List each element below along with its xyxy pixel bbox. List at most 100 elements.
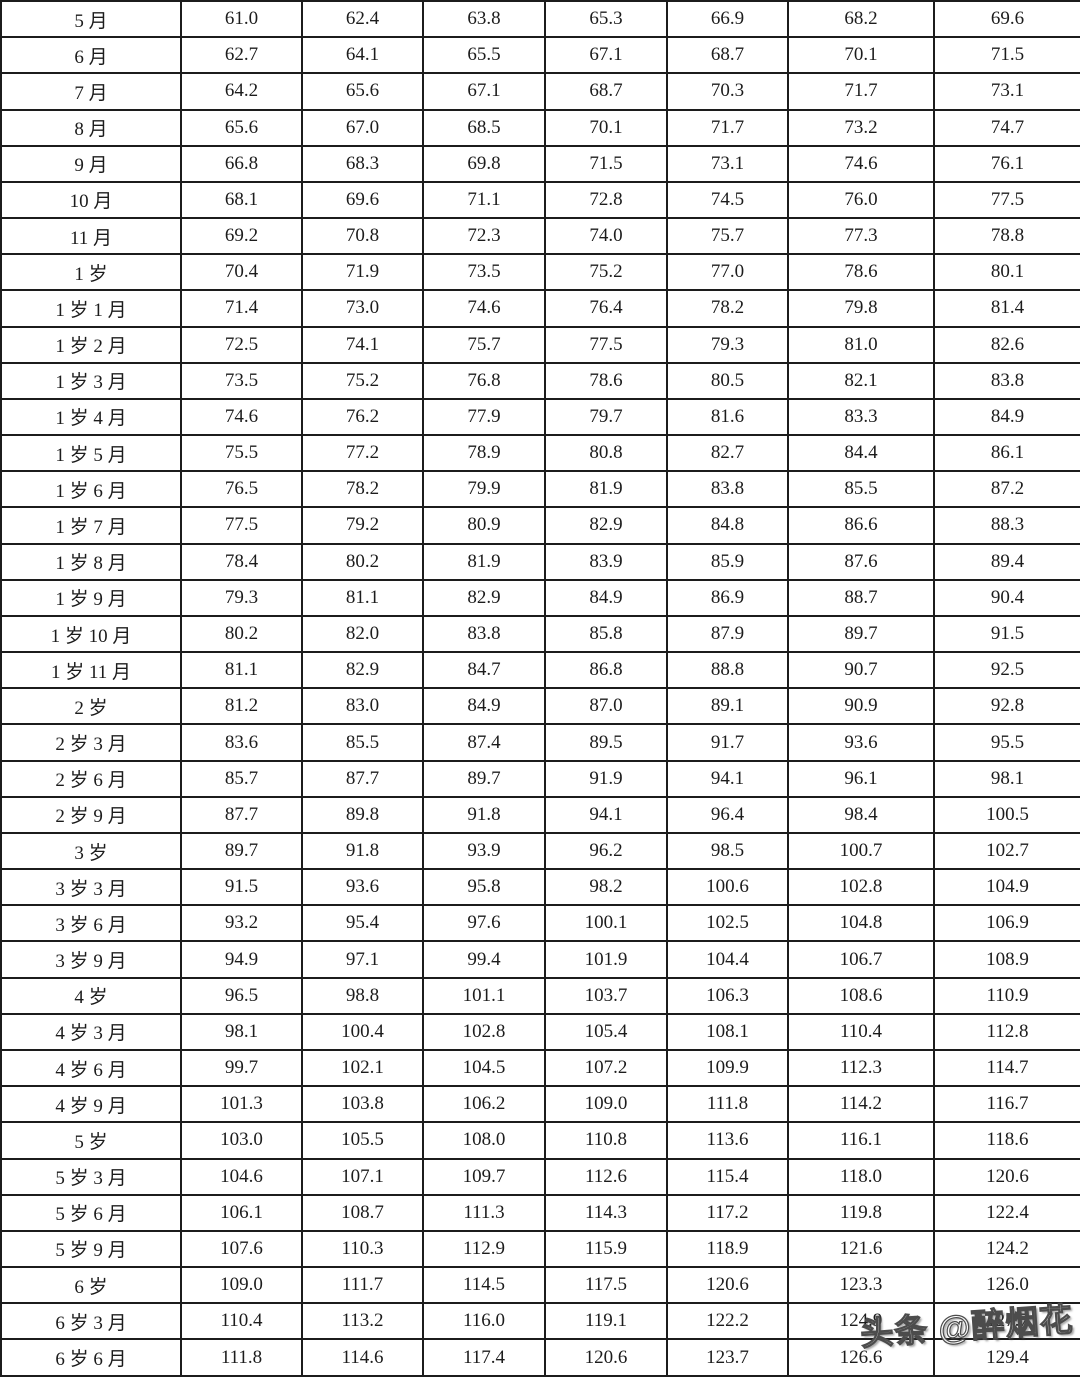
value-cell: 109.7 bbox=[422, 1157, 546, 1196]
value-cell: 117.2 bbox=[666, 1193, 789, 1232]
age-label-cell: 7 月 bbox=[0, 72, 182, 111]
value-cell: 93.2 bbox=[180, 904, 303, 943]
value-cell: 77.5 bbox=[544, 325, 668, 364]
value-cell: 96.5 bbox=[180, 976, 303, 1015]
age-label-cell: 1 岁 9 月 bbox=[0, 578, 182, 617]
value-cell: 69.6 bbox=[301, 180, 424, 220]
value-cell: 79.3 bbox=[666, 325, 789, 364]
table-row: 5 岁 103.0 105.5 108.0 110.8 113.6 116.1 118.6 bbox=[0, 1121, 1080, 1160]
value-cell: 93.6 bbox=[787, 723, 935, 762]
value-cell: 73.2 bbox=[787, 108, 935, 147]
value-cell: 101.1 bbox=[422, 976, 546, 1015]
value-cell: 89.8 bbox=[301, 795, 424, 834]
value-cell: 124.2 bbox=[933, 1229, 1080, 1269]
value-cell: 84.7 bbox=[422, 651, 546, 690]
value-cell: 108.1 bbox=[666, 1012, 789, 1051]
age-label-cell: 1 岁 3 月 bbox=[0, 361, 182, 400]
value-cell: 67.1 bbox=[544, 36, 668, 75]
table-row: 3 岁 89.7 91.8 93.9 96.2 98.5 100.7 102.7 bbox=[0, 831, 1080, 871]
table-row: 5 岁 3 月 104.6 107.1 109.7 112.6 115.4 118.0 120… bbox=[0, 1157, 1080, 1196]
value-cell: 76.4 bbox=[544, 289, 668, 328]
value-cell: 110.8 bbox=[544, 1121, 668, 1160]
value-cell: 72.3 bbox=[422, 217, 546, 256]
table-row: 1 岁 9 月 79.3 81.1 82.9 84.9 86.9 88.7 90.4 bbox=[0, 578, 1080, 617]
value-cell: 95.8 bbox=[422, 868, 546, 907]
value-cell: 108.9 bbox=[933, 940, 1080, 979]
value-cell: 91.9 bbox=[544, 759, 668, 798]
value-cell: 69.6 bbox=[933, 0, 1080, 39]
value-cell: 76.2 bbox=[301, 397, 424, 437]
value-cell: 114.5 bbox=[422, 1266, 546, 1305]
value-cell: 121.6 bbox=[787, 1229, 935, 1269]
value-cell: 77.3 bbox=[787, 217, 935, 256]
value-cell: 64.1 bbox=[301, 36, 424, 75]
table-row: 10 月 68.1 69.6 71.1 72.8 74.5 76.0 77.5 bbox=[0, 180, 1080, 220]
table-row: 1 岁 4 月 74.6 76.2 77.9 79.7 81.6 83.3 84.9 bbox=[0, 397, 1080, 437]
value-cell: 97.6 bbox=[422, 904, 546, 943]
value-cell: 105.5 bbox=[301, 1121, 424, 1160]
value-cell: 68.1 bbox=[180, 180, 303, 220]
table-row: 1 岁 8 月 78.4 80.2 81.9 83.9 85.9 87.6 89.4 bbox=[0, 542, 1080, 581]
value-cell: 87.9 bbox=[666, 614, 789, 654]
value-cell: 64.2 bbox=[180, 72, 303, 111]
table-row: 2 岁 3 月 83.6 85.5 87.4 89.5 91.7 93.6 95.5 bbox=[0, 723, 1080, 762]
value-cell: 80.5 bbox=[666, 361, 789, 400]
value-cell: 126.6 bbox=[787, 1338, 935, 1377]
value-cell: 78.6 bbox=[787, 253, 935, 292]
value-cell: 113.2 bbox=[301, 1302, 424, 1341]
value-cell: 104.8 bbox=[787, 904, 935, 943]
value-cell: 76.0 bbox=[787, 180, 935, 220]
value-cell: 115.4 bbox=[666, 1157, 789, 1196]
value-cell: 88.8 bbox=[666, 651, 789, 690]
value-cell: 75.2 bbox=[301, 361, 424, 400]
table-row: 5 岁 9 月 107.6 110.3 112.9 115.9 118.9 121.6 124… bbox=[0, 1229, 1080, 1269]
value-cell: 82.9 bbox=[301, 651, 424, 690]
value-cell: 70.1 bbox=[544, 108, 668, 147]
value-cell: 111.7 bbox=[301, 1266, 424, 1305]
value-cell: 108.6 bbox=[787, 976, 935, 1015]
value-cell: 91.8 bbox=[422, 795, 546, 834]
value-cell: 84.9 bbox=[544, 578, 668, 617]
value-cell: 100.6 bbox=[666, 868, 789, 907]
value-cell: 118.0 bbox=[787, 1157, 935, 1196]
value-cell: 107.1 bbox=[301, 1157, 424, 1196]
value-cell: 116.0 bbox=[422, 1302, 546, 1341]
value-cell: 81.0 bbox=[787, 325, 935, 364]
value-cell: 122.4 bbox=[933, 1193, 1080, 1232]
value-cell: 87.4 bbox=[422, 723, 546, 762]
table-row: 1 岁 3 月 73.5 75.2 76.8 78.6 80.5 82.1 83.8 bbox=[0, 361, 1080, 400]
value-cell: 80.2 bbox=[180, 614, 303, 654]
value-cell: 117.4 bbox=[422, 1338, 546, 1377]
value-cell: 119.8 bbox=[787, 1193, 935, 1232]
value-cell: 77.2 bbox=[301, 434, 424, 473]
age-label-cell: 4 岁 6 月 bbox=[0, 1048, 182, 1088]
value-cell: 77.9 bbox=[422, 397, 546, 437]
age-label-cell: 2 岁 9 月 bbox=[0, 795, 182, 834]
value-cell: 83.8 bbox=[666, 470, 789, 509]
age-label-cell: 4 岁 9 月 bbox=[0, 1085, 182, 1124]
value-cell: 97.1 bbox=[301, 940, 424, 979]
value-cell: 65.3 bbox=[544, 0, 668, 39]
value-cell: 95.4 bbox=[301, 904, 424, 943]
value-cell: 87.7 bbox=[180, 795, 303, 834]
value-cell: 77.5 bbox=[180, 506, 303, 545]
value-cell: 87.7 bbox=[301, 759, 424, 798]
table-row: 1 岁 2 月 72.5 74.1 75.7 77.5 79.3 81.0 82.6 bbox=[0, 325, 1080, 364]
value-cell: 124.9 bbox=[787, 1302, 935, 1341]
age-label-cell: 6 岁 bbox=[0, 1266, 182, 1305]
value-cell: 91.5 bbox=[180, 868, 303, 907]
table-row: 1 岁 6 月 76.5 78.2 79.9 81.9 83.8 85.5 87.2 bbox=[0, 470, 1080, 509]
age-label-cell: 2 岁 3 月 bbox=[0, 723, 182, 762]
value-cell: 100.4 bbox=[301, 1012, 424, 1051]
value-cell: 79.9 bbox=[422, 470, 546, 509]
value-cell: 85.9 bbox=[666, 542, 789, 581]
value-cell: 65.6 bbox=[301, 72, 424, 111]
value-cell: 65.5 bbox=[422, 36, 546, 75]
value-cell: 94.9 bbox=[180, 940, 303, 979]
value-cell: 71.5 bbox=[544, 144, 668, 183]
value-cell: 104.6 bbox=[180, 1157, 303, 1196]
table-row: 3 岁 9 月 94.9 97.1 99.4 101.9 104.4 106.7 108.9 bbox=[0, 940, 1080, 979]
value-cell: 81.4 bbox=[933, 289, 1080, 328]
value-cell: 110.3 bbox=[301, 1229, 424, 1269]
value-cell: 104.5 bbox=[422, 1048, 546, 1088]
